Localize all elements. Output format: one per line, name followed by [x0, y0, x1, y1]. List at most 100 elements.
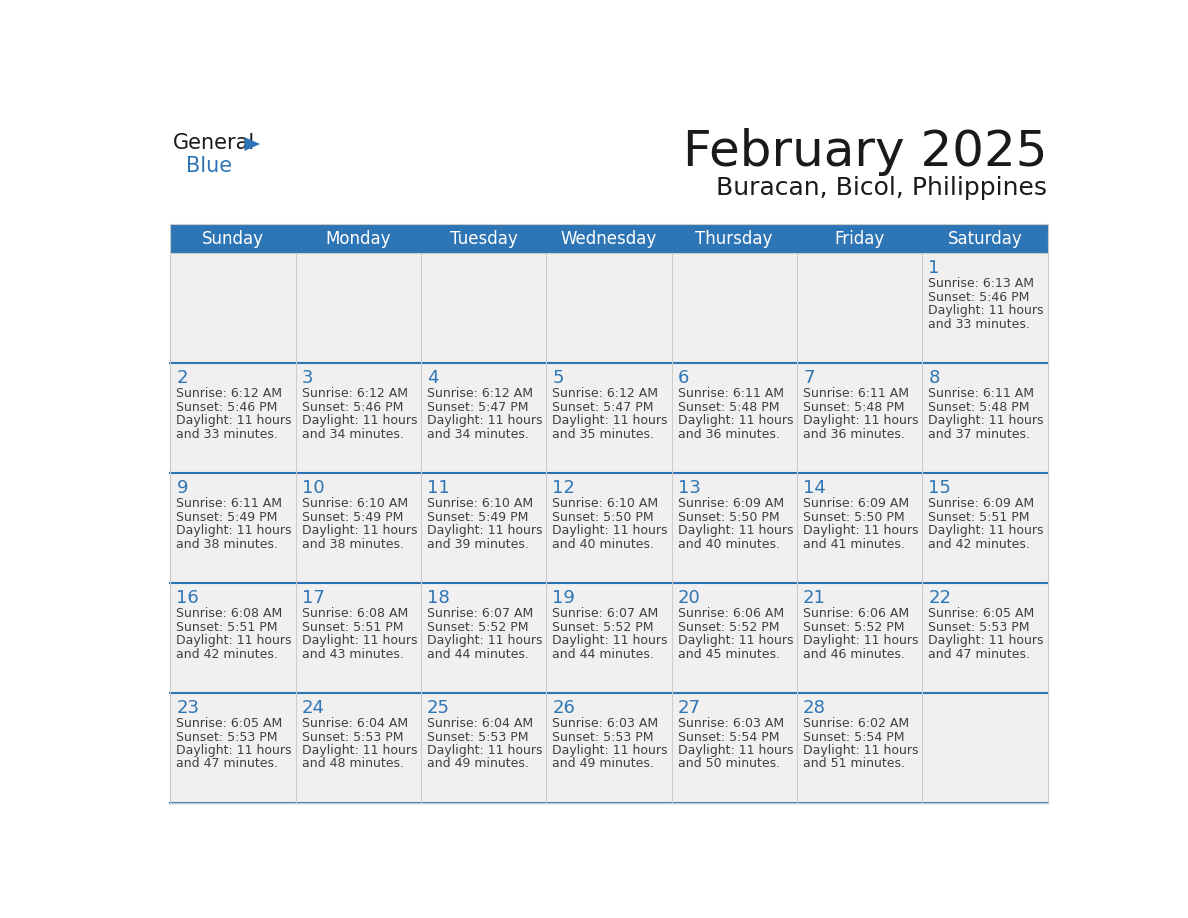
Text: 24: 24 — [302, 699, 324, 717]
Text: and 51 minutes.: and 51 minutes. — [803, 757, 905, 770]
Text: Sunset: 5:54 PM: Sunset: 5:54 PM — [803, 731, 904, 744]
Bar — [671, 693, 797, 803]
Text: Sunrise: 6:09 AM: Sunrise: 6:09 AM — [928, 498, 1035, 510]
Text: 25: 25 — [426, 699, 450, 717]
Bar — [296, 474, 421, 583]
Bar — [797, 364, 922, 474]
Text: Sunrise: 6:08 AM: Sunrise: 6:08 AM — [176, 607, 283, 621]
Bar — [797, 693, 922, 803]
Text: Sunset: 5:52 PM: Sunset: 5:52 PM — [677, 621, 779, 633]
Text: Daylight: 11 hours: Daylight: 11 hours — [677, 744, 794, 757]
Text: Sunrise: 6:10 AM: Sunrise: 6:10 AM — [552, 498, 658, 510]
Text: and 44 minutes.: and 44 minutes. — [552, 647, 655, 661]
Text: and 40 minutes.: and 40 minutes. — [552, 538, 655, 551]
Text: and 35 minutes.: and 35 minutes. — [552, 428, 655, 441]
Bar — [170, 583, 296, 693]
Text: Sunset: 5:50 PM: Sunset: 5:50 PM — [803, 510, 905, 523]
Text: 2: 2 — [176, 369, 188, 386]
Text: Daylight: 11 hours: Daylight: 11 hours — [677, 524, 794, 537]
Bar — [797, 253, 922, 364]
Bar — [922, 693, 1048, 803]
Text: 10: 10 — [302, 478, 324, 497]
Bar — [296, 583, 421, 693]
Bar — [421, 474, 546, 583]
Text: Sunset: 5:53 PM: Sunset: 5:53 PM — [552, 731, 653, 744]
Text: Sunrise: 6:03 AM: Sunrise: 6:03 AM — [552, 717, 658, 730]
Text: 14: 14 — [803, 478, 826, 497]
Text: Daylight: 11 hours: Daylight: 11 hours — [552, 524, 668, 537]
Text: Sunrise: 6:05 AM: Sunrise: 6:05 AM — [176, 717, 283, 730]
Text: Daylight: 11 hours: Daylight: 11 hours — [302, 744, 417, 757]
Text: Sunset: 5:48 PM: Sunset: 5:48 PM — [928, 400, 1030, 414]
Text: and 49 minutes.: and 49 minutes. — [426, 757, 529, 770]
Text: Sunrise: 6:13 AM: Sunrise: 6:13 AM — [928, 277, 1035, 290]
Text: Daylight: 11 hours: Daylight: 11 hours — [803, 744, 918, 757]
Text: Blue: Blue — [185, 156, 232, 176]
Text: 5: 5 — [552, 369, 564, 386]
Text: 22: 22 — [928, 588, 952, 607]
Text: and 33 minutes.: and 33 minutes. — [928, 318, 1030, 330]
Text: Daylight: 11 hours: Daylight: 11 hours — [677, 414, 794, 427]
Text: Daylight: 11 hours: Daylight: 11 hours — [552, 744, 668, 757]
Text: 28: 28 — [803, 699, 826, 717]
Text: Daylight: 11 hours: Daylight: 11 hours — [803, 524, 918, 537]
Text: 3: 3 — [302, 369, 314, 386]
Bar — [546, 364, 671, 474]
Text: Sunrise: 6:09 AM: Sunrise: 6:09 AM — [677, 498, 784, 510]
Text: Sunset: 5:49 PM: Sunset: 5:49 PM — [426, 510, 529, 523]
Text: Daylight: 11 hours: Daylight: 11 hours — [552, 414, 668, 427]
Bar — [922, 364, 1048, 474]
Bar — [296, 364, 421, 474]
Text: Daylight: 11 hours: Daylight: 11 hours — [176, 524, 292, 537]
Text: Sunset: 5:52 PM: Sunset: 5:52 PM — [552, 621, 653, 633]
Bar — [546, 253, 671, 364]
Text: Sunrise: 6:03 AM: Sunrise: 6:03 AM — [677, 717, 784, 730]
Text: Daylight: 11 hours: Daylight: 11 hours — [803, 414, 918, 427]
Bar — [296, 693, 421, 803]
Text: Sunrise: 6:10 AM: Sunrise: 6:10 AM — [426, 498, 533, 510]
Text: Thursday: Thursday — [695, 230, 773, 248]
Text: Sunset: 5:46 PM: Sunset: 5:46 PM — [176, 400, 278, 414]
Text: Sunrise: 6:12 AM: Sunrise: 6:12 AM — [176, 387, 283, 400]
Text: Sunset: 5:53 PM: Sunset: 5:53 PM — [928, 621, 1030, 633]
Text: Daylight: 11 hours: Daylight: 11 hours — [677, 634, 794, 647]
Text: 27: 27 — [677, 699, 701, 717]
Text: Daylight: 11 hours: Daylight: 11 hours — [803, 634, 918, 647]
Text: and 39 minutes.: and 39 minutes. — [426, 538, 529, 551]
Text: and 44 minutes.: and 44 minutes. — [426, 647, 529, 661]
Text: Daylight: 11 hours: Daylight: 11 hours — [302, 414, 417, 427]
Bar — [546, 583, 671, 693]
Text: Sunrise: 6:02 AM: Sunrise: 6:02 AM — [803, 717, 909, 730]
Bar — [671, 364, 797, 474]
Text: 7: 7 — [803, 369, 815, 386]
Text: Sunset: 5:46 PM: Sunset: 5:46 PM — [302, 400, 403, 414]
Text: Sunrise: 6:11 AM: Sunrise: 6:11 AM — [803, 387, 909, 400]
Text: Sunset: 5:53 PM: Sunset: 5:53 PM — [426, 731, 529, 744]
Text: Sunrise: 6:07 AM: Sunrise: 6:07 AM — [426, 607, 533, 621]
Text: Daylight: 11 hours: Daylight: 11 hours — [928, 634, 1044, 647]
Text: 18: 18 — [426, 588, 450, 607]
Text: Daylight: 11 hours: Daylight: 11 hours — [302, 634, 417, 647]
Text: Friday: Friday — [834, 230, 885, 248]
Bar — [546, 693, 671, 803]
Text: 9: 9 — [176, 478, 188, 497]
Text: Tuesday: Tuesday — [449, 230, 518, 248]
Bar — [296, 253, 421, 364]
Bar — [671, 583, 797, 693]
Bar — [421, 583, 546, 693]
Text: and 50 minutes.: and 50 minutes. — [677, 757, 779, 770]
Text: Daylight: 11 hours: Daylight: 11 hours — [552, 634, 668, 647]
Text: General: General — [173, 133, 255, 153]
Text: 11: 11 — [426, 478, 450, 497]
Text: Sunset: 5:50 PM: Sunset: 5:50 PM — [677, 510, 779, 523]
Text: and 33 minutes.: and 33 minutes. — [176, 428, 278, 441]
Text: Sunrise: 6:12 AM: Sunrise: 6:12 AM — [426, 387, 533, 400]
Text: Buracan, Bicol, Philippines: Buracan, Bicol, Philippines — [716, 175, 1048, 199]
Text: Wednesday: Wednesday — [561, 230, 657, 248]
Text: 1: 1 — [928, 259, 940, 276]
Text: 20: 20 — [677, 588, 701, 607]
Bar — [797, 474, 922, 583]
Text: Sunrise: 6:11 AM: Sunrise: 6:11 AM — [176, 498, 283, 510]
Text: Sunrise: 6:06 AM: Sunrise: 6:06 AM — [677, 607, 784, 621]
Bar — [922, 253, 1048, 364]
